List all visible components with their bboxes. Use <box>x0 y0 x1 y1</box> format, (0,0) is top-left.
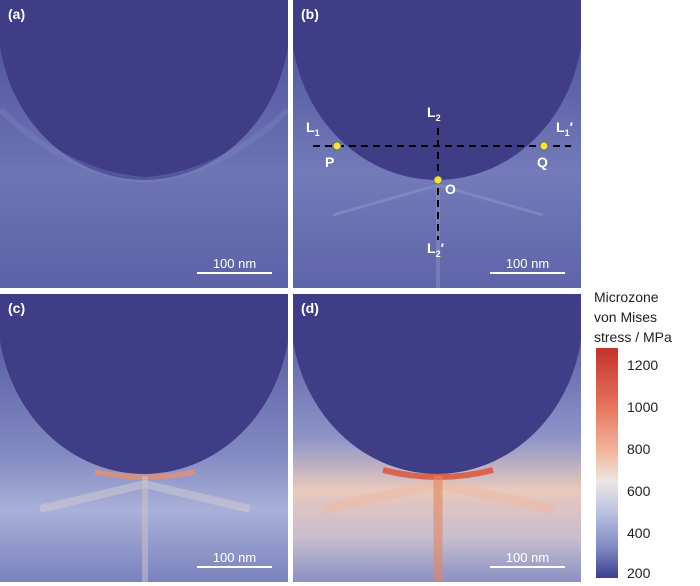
scale-bar: 100 nm <box>490 256 565 274</box>
scale-bar: 100 nm <box>197 256 272 274</box>
scale-label: 100 nm <box>212 550 257 565</box>
point-q <box>539 141 549 151</box>
colorbar-tick: 600 <box>627 483 651 499</box>
colorbar <box>596 348 618 578</box>
scale-line <box>197 566 272 568</box>
panel-label: (b) <box>301 6 319 22</box>
colorbar-tick: 1000 <box>627 399 659 415</box>
scale-line <box>490 272 565 274</box>
stress-map-b <box>293 0 581 288</box>
stress-map-d <box>293 294 581 582</box>
panel-label: (d) <box>301 300 319 316</box>
scale-bar: 100 nm <box>490 550 565 568</box>
scale-label: 100 nm <box>505 256 550 271</box>
point-o <box>433 175 443 185</box>
colorbar-tick: 400 <box>627 525 651 541</box>
panel-label: (c) <box>8 300 26 316</box>
stress-map-c <box>0 294 288 582</box>
colorbar-title: Microzone von Mises stress / MPa <box>594 289 672 345</box>
colorbar-tick: 200 <box>627 565 651 581</box>
label-l1: L1 <box>306 119 320 138</box>
scale-line <box>197 272 272 274</box>
scale-bar: 100 nm <box>197 550 272 568</box>
label-p: P <box>325 154 335 170</box>
colorbar-tick: 1200 <box>627 357 659 373</box>
label-l1-prime: L1′ <box>556 119 573 138</box>
scale-label: 100 nm <box>505 550 550 565</box>
panel-c: (c) 100 nm <box>0 294 288 582</box>
point-p <box>332 141 342 151</box>
label-q: Q <box>537 154 548 170</box>
colorbar-tick: 800 <box>627 441 651 457</box>
panel-d: (d) 100 nm <box>293 294 581 582</box>
label-l2: L2 <box>427 104 441 123</box>
panel-a: (a) 100 nm <box>0 0 288 288</box>
panel-label: (a) <box>8 6 26 22</box>
label-l2-prime: L2′ <box>427 240 444 259</box>
scale-label: 100 nm <box>212 256 257 271</box>
label-o: O <box>445 181 456 197</box>
panel-b: (b) L1 L1′ L2 L2′ P Q O 100 nm <box>293 0 581 288</box>
scale-line <box>490 566 565 568</box>
stress-map-a <box>0 0 288 288</box>
